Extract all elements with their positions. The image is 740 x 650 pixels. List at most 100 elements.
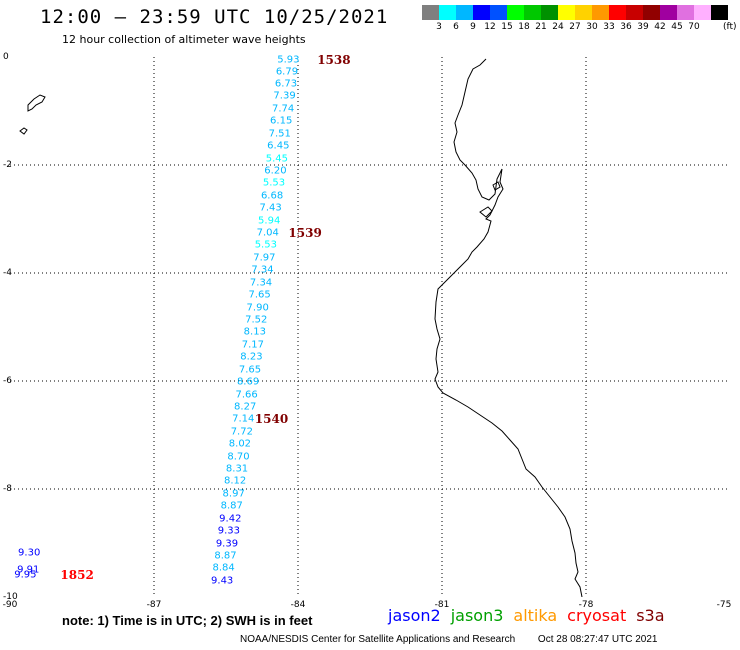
y-tick-label: 0 [3,52,9,62]
estuary-island [492,181,501,191]
swh-value: 7.14 [232,413,255,425]
pass-label: 1852 [60,568,94,583]
swh-value: 9.33 [217,525,241,537]
color-swatch [439,5,456,20]
puna-island [479,206,493,218]
color-swatch [507,5,524,20]
color-scale-label: 18 [518,22,530,32]
x-tick-label: -81 [434,600,450,610]
swh-value: 6.73 [274,78,298,90]
swh-value: 9.30 [18,547,41,559]
color-swatch [558,5,575,20]
swh-value: 7.17 [241,339,265,351]
pass-label: 1538 [317,52,351,67]
map-area: 5.93 6.79 6.73 7.39 7.74 6.15 7.51 6.45 5.45 6.20… [10,53,730,597]
swh-value: 7.04 [256,227,279,239]
color-swatch [575,5,592,20]
swh-value: 8.02 [228,438,252,450]
pass-label: 1540 [254,412,289,427]
swh-value: 9.39 [215,538,239,550]
color-scale-label: 33 [603,22,615,32]
x-tick-label: -75 [716,600,732,610]
color-swatch [541,5,558,20]
swh-value: 8.13 [243,326,266,338]
swh-value: 6.68 [260,190,284,202]
swh-value: 6.20 [264,165,287,177]
color-scale-label: 39 [637,22,649,32]
swh-value: 5.53 [262,177,286,189]
satellite-legend-item: altika [513,606,558,625]
swh-value: 7.43 [259,202,282,214]
color-scale-label: 12 [484,22,496,32]
color-swatch [626,5,643,20]
color-scale-label: 21 [535,22,547,32]
swh-value: 5.53 [254,239,277,251]
x-tick-label: -87 [146,600,162,610]
color-swatch [422,5,439,20]
swh-value: 8.97 [222,488,245,500]
note-text: note: 1) Time is in UTC; 2) SWH is in fe… [62,613,313,628]
color-scale-label: 45 [671,22,683,32]
color-scale-label: 42 [654,22,666,32]
color-scale-unit: (ft) [723,22,737,32]
color-swatch [711,5,728,20]
color-swatch [609,5,626,20]
swh-value: 7.90 [246,302,269,314]
y-tick-label: -10 [3,592,18,602]
swh-value: 5.93 [277,54,300,66]
color-swatch [643,5,660,20]
map-subtitle: 12 hour collection of altimeter wave hei… [62,33,306,46]
footer-timestamp: Oct 28 08:27:47 UTC 2021 [537,634,658,645]
color-swatch [490,5,507,20]
map-canvas [10,57,730,597]
swh-value: 7.74 [271,103,295,115]
color-scale-label: 3 [436,22,442,32]
swh-value: 7.39 [273,90,296,102]
color-scale-label: 30 [586,22,598,32]
galapagos-isabela [27,94,46,112]
swh-value: 5.45 [265,153,289,165]
swh-value: 7.34 [251,264,274,276]
galapagos-santa-cruz [19,127,28,135]
swh-value: 8.87 [220,500,243,512]
swh-value: 5.94 [258,215,281,227]
swh-value: 9.91 [17,564,40,576]
swh-value: 6.15 [270,115,293,127]
satellite-legend-item: cryosat [567,606,627,625]
color-scale-label: 70 [688,22,700,32]
swh-value: 7.65 [238,364,262,376]
pass-label: 1539 [288,226,322,241]
color-scale-label: 36 [620,22,632,32]
swh-color-scale [422,5,728,20]
swh-value: 8.23 [240,351,263,363]
swh-value: 7.34 [249,277,273,289]
color-scale-label: 15 [501,22,513,32]
swh-value: 9.95 [14,569,37,581]
swh-value: 8.12 [223,475,247,487]
color-swatch [473,5,490,20]
swh-value: 8.27 [234,401,257,413]
swh-value: 6.79 [275,66,299,78]
swh-value: 8.31 [225,463,249,475]
swh-value: 8.70 [227,451,250,463]
satellite-legend: jason2 jason3 altika cryosat s3a [388,606,665,625]
swh-value: 7.51 [268,128,291,140]
swh-value: 9.43 [211,575,234,587]
swh-value: 7.66 [235,389,258,400]
map-title: 12:00 – 23:59 UTC 10/25/2021 [40,6,389,28]
footer-credit: NOAA/NESDIS Center for Satellite Applica… [240,634,516,645]
color-scale-label: 6 [453,22,459,32]
grid-lines [10,57,730,597]
footer: NOAA/NESDIS Center for Satellite Applica… [240,634,657,645]
swh-value: 8.69 [236,376,260,388]
color-swatch [456,5,473,20]
color-swatch [660,5,677,20]
y-tick-label: -2 [3,160,12,170]
swh-value: 7.72 [230,426,253,438]
swh-value: 8.87 [214,550,237,562]
swh-value: 7.97 [253,252,276,264]
x-tick-label: -90 [2,600,18,610]
swh-value: 7.52 [245,314,268,326]
y-tick-label: -8 [3,484,12,494]
swh-value: 6.45 [267,140,290,152]
